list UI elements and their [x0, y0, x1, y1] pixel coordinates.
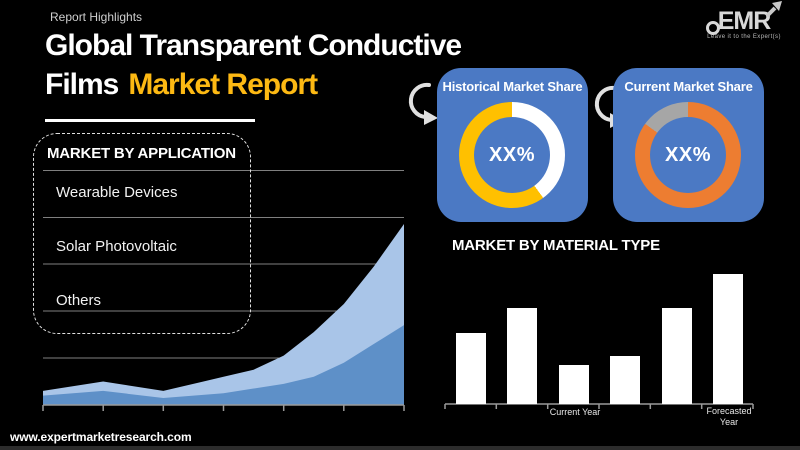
donut-center-label: XX%	[489, 143, 535, 166]
cycle-arrow-icon	[408, 82, 438, 125]
footer-strip	[0, 446, 800, 450]
material-bar-3	[558, 365, 589, 404]
material-bar-1	[455, 332, 486, 404]
logo-ring-icon	[705, 21, 720, 35]
bar-xlabel-forecasted-year: Forecasted Year	[706, 406, 752, 427]
area-series-upper-area	[43, 224, 405, 405]
application-item-others: Others	[56, 292, 102, 309]
material-bar-5	[661, 307, 692, 404]
application-item-wearable-devices: Wearable Devices	[56, 184, 178, 201]
card-title: Historical Market Share	[442, 79, 583, 94]
historical-share-donut: XX%	[459, 102, 565, 208]
material-bar-4	[610, 355, 641, 404]
historical-market-share-card: Historical Market Share XX%	[437, 68, 588, 222]
area-chart-axis	[42, 404, 405, 411]
website-link[interactable]: www.expertmarketresearch.com	[10, 430, 192, 444]
current-market-share-card: Current Market Share XX%	[613, 68, 764, 222]
application-item-solar-photovoltaic: Solar Photovoltaic	[56, 238, 177, 255]
material-bar-6	[713, 274, 744, 404]
material-section-title: MARKET BY MATERIAL TYPE	[452, 237, 660, 254]
application-panel-title: MARKET BY APPLICATION	[47, 145, 236, 162]
eyebrow-label: Report Highlights	[50, 10, 143, 24]
area-chart-series	[43, 224, 405, 405]
application-area-chart	[42, 170, 405, 411]
area-series-lower-area	[43, 325, 405, 405]
bar-chart-axis	[444, 403, 754, 409]
donut-hole	[474, 117, 550, 193]
material-bar-2	[507, 307, 538, 404]
title-line2-accent: Market Report	[128, 68, 318, 101]
logo-text: EMR	[717, 7, 772, 35]
donut-center-label: XX%	[665, 143, 711, 166]
current-share-donut: XX%	[635, 102, 741, 208]
title-underline	[45, 119, 255, 122]
market-by-application-panel: MARKET BY APPLICATION Wearable Devices S…	[33, 133, 251, 334]
title-line1: Global Transparent Conductive	[45, 29, 462, 62]
card-title: Current Market Share	[624, 79, 753, 94]
page-title: Global Transparent Conductive Films Marke…	[45, 26, 462, 104]
growth-arrow-icon	[765, 1, 783, 18]
material-bars	[440, 260, 762, 425]
donut-hole	[650, 117, 726, 193]
logo-tagline: Leave it to the Expert(s)	[707, 34, 781, 40]
emr-logo: EMR Leave it to the Expert(s)	[702, 1, 786, 40]
title-line2-white: Films	[45, 68, 119, 101]
bar-xlabel-current-year: Current Year	[549, 407, 601, 417]
material-bar-chart: Current Year Forecasted Year	[440, 260, 762, 427]
